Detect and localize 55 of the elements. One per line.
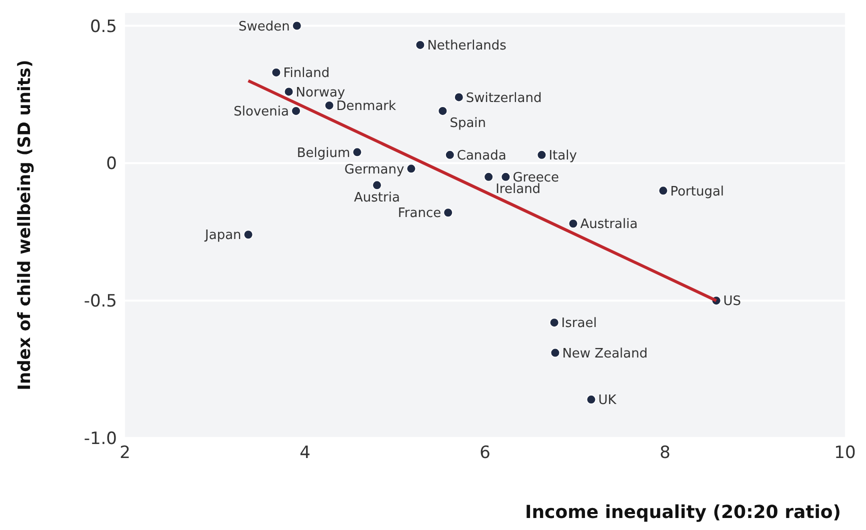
x-tick-label: 4 <box>300 443 310 464</box>
point <box>352 147 362 158</box>
annotation: France <box>398 206 442 222</box>
annotation: Portugal <box>670 184 724 200</box>
x-tick-label: 2 <box>120 443 130 464</box>
annotation: Germany <box>344 162 404 178</box>
annotation: Israel <box>561 316 597 332</box>
point <box>415 40 426 50</box>
x-tick-label: 8 <box>660 443 670 464</box>
point <box>586 394 596 405</box>
point <box>291 106 301 116</box>
point <box>454 92 464 102</box>
annotation: Belgium <box>296 146 350 161</box>
point <box>444 150 455 160</box>
point <box>324 100 334 110</box>
point <box>438 106 448 116</box>
point <box>243 230 254 240</box>
x-tick-label: 10 <box>834 443 856 464</box>
point <box>500 172 511 182</box>
annotation: Canada <box>456 148 506 164</box>
annotation: Spain <box>450 116 486 132</box>
point <box>658 186 668 196</box>
annotation: Netherlands <box>427 38 507 54</box>
annotation: Slovenia <box>234 104 289 120</box>
point <box>484 172 494 182</box>
point <box>372 180 382 190</box>
point <box>568 218 578 229</box>
point <box>292 20 302 31</box>
annotation: Italy <box>548 148 578 164</box>
y-tick-label: -0.5 <box>84 292 117 312</box>
annotation: Japan <box>204 228 242 244</box>
annotation: Norway <box>296 85 346 100</box>
annotation: Austria <box>354 190 400 206</box>
annotation: Denmark <box>336 99 397 114</box>
y-tick-label: 0 <box>106 154 117 174</box>
annotation: Sweden <box>238 19 290 34</box>
point <box>550 348 560 358</box>
annotation: UK <box>598 393 617 408</box>
annotation: Switzerland <box>466 90 542 106</box>
point <box>271 67 282 78</box>
x-axis-title: Income inequality (20:20 ratio) <box>525 502 841 523</box>
point <box>443 208 454 218</box>
y-axis-title: Index of child wellbeing (SD units) <box>15 60 36 390</box>
annotation: Australia <box>580 217 638 232</box>
y-tick-label: -1.0 <box>84 429 117 450</box>
point <box>406 164 416 174</box>
point <box>284 86 294 97</box>
annotation: US <box>723 294 742 310</box>
point <box>549 318 560 328</box>
y-tick-label: 0.5 <box>90 16 117 37</box>
point <box>536 150 547 160</box>
annotation: Finland <box>283 66 330 82</box>
annotation: Ireland <box>496 182 541 198</box>
annotation: New Zealand <box>562 346 648 362</box>
x-tick-label: 6 <box>480 443 490 464</box>
